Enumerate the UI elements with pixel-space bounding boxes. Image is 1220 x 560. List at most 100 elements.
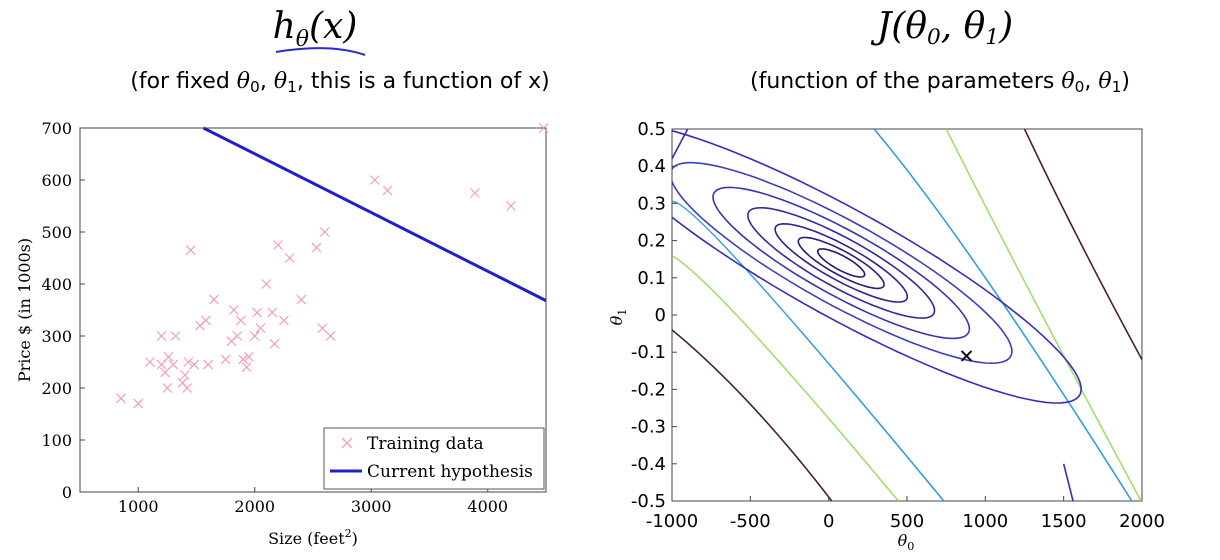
- y-tick-label: 300: [41, 327, 72, 346]
- training-data-point: [296, 294, 307, 305]
- training-data-point: [269, 338, 280, 349]
- y-tick-label: 0.1: [637, 268, 666, 289]
- y-tick-label: 0: [655, 305, 666, 326]
- x-tick-label: 3000: [351, 497, 392, 516]
- y-tick-label: 400: [41, 275, 72, 294]
- training-data-point: [325, 331, 336, 341]
- legend-marker-training: [341, 437, 353, 449]
- legend-label-training: Training data: [367, 434, 484, 454]
- right-subtitle: (function of the parameters θ0​, θ1​): [750, 69, 1130, 96]
- training-data-point: [185, 245, 196, 256]
- training-data-point: [238, 354, 249, 365]
- right-x-axis-label: θ0​: [898, 531, 915, 553]
- training-data-point: [160, 367, 170, 378]
- training-data-point: [255, 323, 266, 334]
- x-tick-label: 500: [890, 511, 924, 532]
- y-tick-label: 0: [62, 483, 72, 502]
- x-tick-label: 1000: [962, 511, 1008, 532]
- legend: Training data Current hypothesis: [323, 427, 545, 490]
- left-subtitle: (for fixed θ0​, θ1​, this is a function …: [130, 69, 549, 96]
- left-chart: 1000 2000 3000 4000 0 100 200 300 400 500 600 700 S…: [15, 119, 549, 548]
- contour-line: [873, 129, 1133, 501]
- left-x-axis-label: Size (feet2): [268, 527, 358, 548]
- training-data-point: [170, 331, 181, 341]
- training-data-point: [200, 315, 211, 326]
- training-data-point: [220, 354, 231, 365]
- contour-lines: [672, 129, 1142, 501]
- right-heading: J(θ0​, θ1​) (function of the parameters …: [750, 6, 1130, 96]
- contour-ellipse: [672, 161, 1013, 365]
- y-tick-label: -0.1: [631, 342, 666, 363]
- left-y-axis-label: Price $ (in 1000s): [15, 238, 34, 382]
- contour-line: [672, 329, 833, 501]
- training-data-point: [203, 359, 214, 370]
- x-tick-label: 2000: [234, 497, 275, 516]
- contour-ellipse: [797, 236, 885, 290]
- right-plot-frame: [671, 128, 1143, 502]
- y-tick-label: 200: [41, 379, 72, 398]
- underline-annotation: [275, 47, 366, 56]
- x-tick-label: 2000: [1119, 511, 1165, 532]
- y-tick-label: -0.3: [631, 417, 666, 438]
- hypothesis-line-group: [202, 126, 547, 302]
- contour-line: [672, 200, 945, 501]
- y-tick-label: -0.5: [631, 491, 666, 512]
- training-data-point: [189, 359, 200, 370]
- training-data-point: [284, 253, 295, 263]
- marker-stroke: [960, 350, 973, 362]
- right-chart: -1000 -500 0 500 1000 1500 2000 0.5 0.4 0.3 0.2 0.1…: [607, 119, 1165, 553]
- training-data-point: [144, 357, 155, 367]
- y-tick-label: 100: [41, 431, 72, 450]
- training-data-point: [235, 315, 246, 326]
- training-data-point: [538, 123, 549, 133]
- training-data-point: [156, 331, 167, 341]
- contour-line: [1023, 129, 1142, 361]
- training-data-point: [163, 351, 174, 362]
- training-data-point: [369, 175, 380, 185]
- y-tick-label: -0.2: [631, 379, 666, 400]
- y-tick-label: 0.3: [637, 193, 666, 214]
- training-data-point: [183, 357, 194, 367]
- training-data-point: [317, 323, 328, 334]
- current-theta-marker: [960, 350, 973, 362]
- training-data-point: [273, 240, 283, 250]
- y-tick-label: 0.4: [637, 156, 666, 177]
- training-data-point: [506, 201, 516, 211]
- training-data-point: [168, 359, 179, 370]
- training-data-points: [116, 123, 549, 409]
- training-data-point: [311, 242, 322, 253]
- training-data-point: [244, 351, 254, 362]
- training-data-point: [241, 362, 252, 373]
- contour-line: [945, 129, 1142, 501]
- contour-ellipse: [712, 186, 971, 340]
- training-data-point: [470, 188, 480, 198]
- y-tick-label: 0.5: [637, 119, 666, 140]
- y-tick-label: 600: [41, 171, 72, 190]
- right-y-axis-label: θ1​: [607, 309, 629, 326]
- training-data-point: [133, 398, 144, 409]
- contour-ellipse: [747, 207, 936, 319]
- training-data-point: [249, 331, 260, 341]
- training-data-point: [116, 393, 126, 404]
- training-data-point: [261, 279, 272, 289]
- training-data-point: [278, 315, 289, 326]
- left-title: hθ(x): [273, 6, 358, 52]
- contour-ellipse: [774, 222, 909, 303]
- training-data-point: [179, 370, 190, 380]
- training-data-point: [228, 305, 239, 315]
- legend-box: [323, 427, 545, 490]
- training-data-point: [209, 294, 219, 305]
- x-tick-label: -500: [730, 511, 771, 532]
- right-axes: -1000 -500 0 500 1000 1500 2000 0.5 0.4 0.3 0.2 0.1…: [631, 119, 1165, 532]
- x-tick-label: 4000: [467, 497, 508, 516]
- x-tick-label: 1500: [1041, 511, 1087, 532]
- y-tick-label: 0.2: [637, 231, 666, 252]
- training-data-point: [162, 383, 173, 393]
- training-data-point: [267, 307, 278, 318]
- contour-line: [672, 254, 899, 501]
- right-title: J(θ0​, θ1​): [870, 6, 1013, 50]
- legend-label-hypothesis: Current hypothesis: [367, 462, 533, 482]
- left-axes: 1000 2000 3000 4000 0 100 200 300 400 500 600 700: [41, 119, 508, 516]
- contour-ellipse: [672, 129, 1082, 404]
- y-tick-label: 700: [41, 119, 72, 138]
